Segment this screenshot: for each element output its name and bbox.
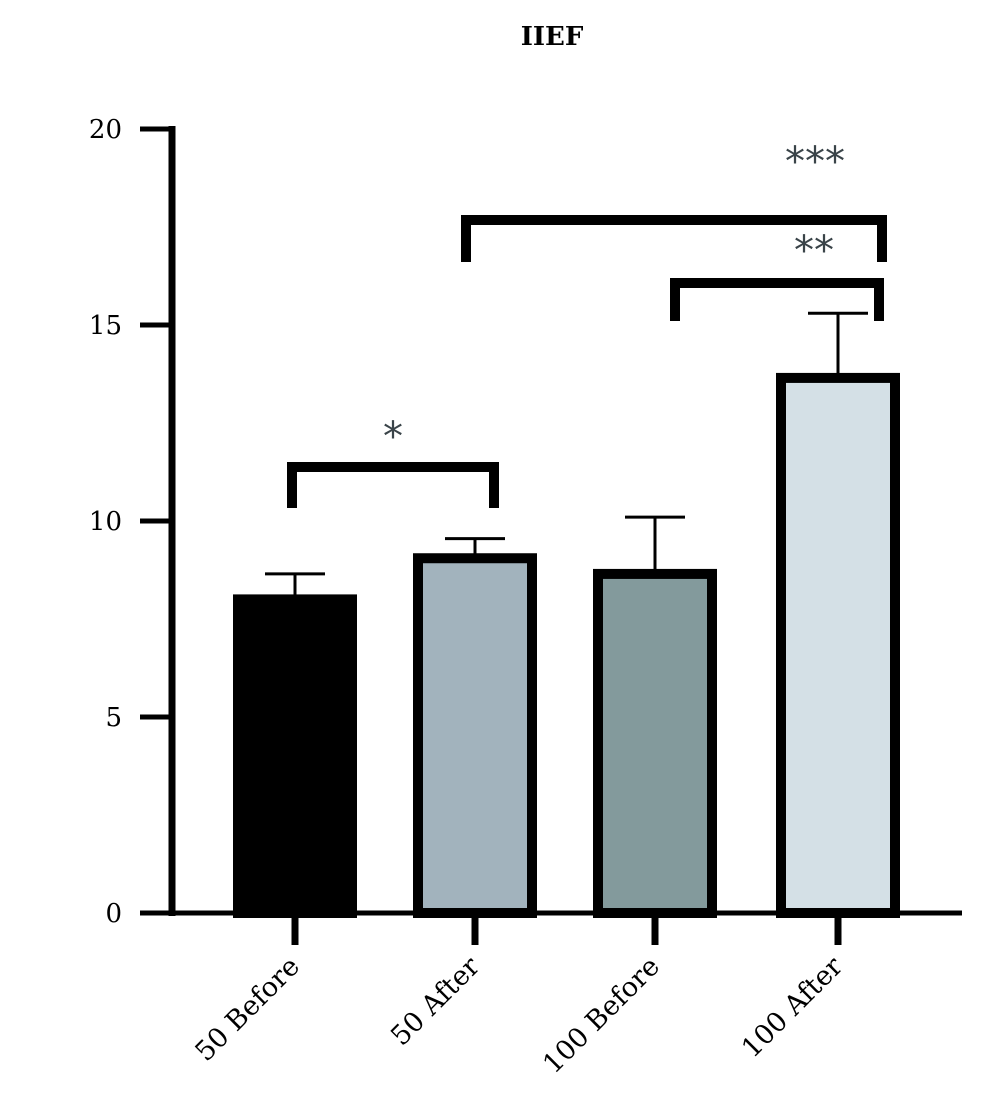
y-tick-label-2: 10 (89, 507, 122, 537)
bar-2 (593, 568, 717, 918)
significance-label-0: * (383, 414, 403, 460)
significance-bracket-0 (287, 462, 499, 508)
significance-layer: ****** (287, 139, 887, 508)
x-tick-label-0: 50 Before (189, 951, 306, 1068)
x-tick-label-2: 100 Before (537, 951, 666, 1080)
x-tick-label-3: 100 After (736, 951, 849, 1064)
chart-title: IIEF (521, 22, 584, 52)
significance-bracket-1 (670, 278, 884, 321)
bars-layer (233, 372, 900, 919)
y-tick-label-0: 0 (105, 899, 122, 929)
significance-label-2: *** (785, 139, 845, 185)
bar-0 (233, 594, 357, 919)
bar-1 (413, 553, 537, 918)
bar-3 (776, 372, 900, 919)
y-tick-label-3: 15 (89, 311, 122, 341)
y-tick-label-1: 5 (105, 703, 122, 733)
error-bars-layer (265, 311, 868, 600)
y-tick-label-4: 20 (89, 115, 122, 145)
x-tick-label-1: 50 After (385, 951, 486, 1052)
significance-bracket-2 (461, 215, 887, 262)
significance-label-1: ** (794, 228, 834, 274)
